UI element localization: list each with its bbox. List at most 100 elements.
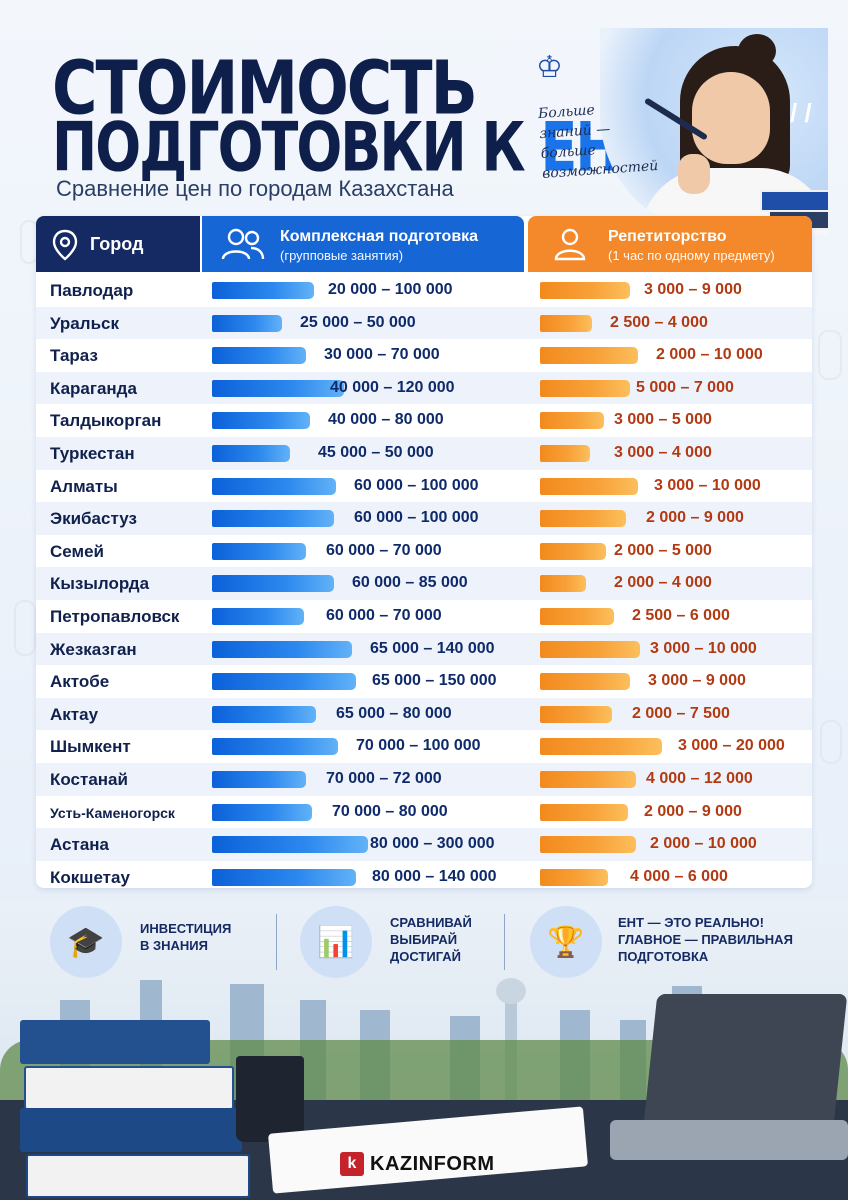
tutor-price: 3 000 – 10 000: [650, 639, 757, 657]
group-people-icon: [221, 228, 265, 260]
background-doodle: [818, 330, 842, 380]
laptop-shape: [642, 994, 848, 1134]
tutor-price-bar: [540, 477, 638, 495]
city-name: Шымкент: [50, 737, 131, 757]
tutor-price-bar: [540, 542, 606, 560]
city-name: Актобе: [50, 672, 110, 692]
group-price: 20 000 – 100 000: [328, 281, 453, 298]
table-row: Павлодар 20 000 – 100 000 3 000 – 9 000: [36, 274, 812, 307]
brand-name: KAZINFORM: [370, 1152, 495, 1175]
city-name: Туркестан: [50, 444, 135, 463]
info-line: ДОСТИГАЙ: [390, 949, 462, 964]
city-name: Уральск: [50, 313, 119, 333]
tutor-person-icon: [554, 228, 586, 261]
group-price-bar: [212, 379, 344, 397]
tutor-price: 2 000 – 5 000: [614, 541, 712, 559]
graduation-cap-icon: 🎓: [50, 906, 122, 978]
table-row: Талдыкорган 40 000 – 80 000 3 000 – 5 00…: [36, 404, 812, 437]
hair-bun-shape: [738, 34, 776, 68]
table-row: Актобе 65 000 – 150 000 3 000 – 9 000: [36, 665, 812, 698]
tutor-price: 2 500 – 6 000: [632, 607, 730, 624]
group-price: 70 000 – 72 000: [326, 770, 442, 787]
header-city-label: Город: [90, 234, 144, 254]
group-price: 25 000 – 50 000: [300, 313, 416, 331]
tutor-price: 5 000 – 7 000: [636, 378, 734, 396]
group-price-bar: [212, 314, 282, 332]
info-item-investment: 🎓 ИНВЕСТИЦИЯ В ЗНАНИЯ: [50, 900, 260, 984]
info-line: ГЛАВНОЕ — ПРАВИЛЬНАЯ: [618, 932, 793, 947]
table-row: Туркестан 45 000 – 50 000 3 000 – 4 000: [36, 437, 812, 470]
location-pin-icon: [52, 229, 78, 261]
info-line: ПОДГОТОВКА: [618, 949, 709, 964]
growth-chart-icon: 📊: [300, 906, 372, 978]
info-strip: 🎓 ИНВЕСТИЦИЯ В ЗНАНИЯ 📊 СРАВНИВАЙ ВЫБИРА…: [50, 900, 810, 984]
city-name: Тараз: [50, 346, 98, 366]
group-price-bar: [212, 608, 304, 625]
book-shape: [26, 1154, 250, 1198]
group-price-bar: [212, 705, 316, 723]
tutor-price-bar: [540, 575, 586, 593]
table-row: Семей 60 000 – 70 000 2 000 – 5 000: [36, 535, 812, 568]
table-row: Усть-Каменогорск 70 000 – 80 000 2 000 –…: [36, 796, 812, 829]
book-shape: [24, 1066, 234, 1110]
group-price: 65 000 – 150 000: [372, 672, 497, 690]
page-subtitle: Сравнение цен по городам Казахстана: [56, 176, 454, 201]
header-group: Комплексная подготовка (групповые заняти…: [202, 216, 524, 272]
group-price-bar: [212, 868, 356, 886]
tutor-price: 3 000 – 20 000: [678, 737, 785, 755]
tutor-price: 3 000 – 9 000: [648, 672, 746, 690]
header-tutor-subtitle: (1 час по одному предмету): [608, 248, 775, 263]
hand-shape: [678, 154, 710, 194]
price-table: Город Комплексная подготовка (групповые …: [36, 216, 812, 888]
tutor-price-bar: [540, 510, 626, 528]
tutor-price-bar: [540, 836, 636, 854]
tutor-price-bar: [540, 445, 590, 462]
tutor-price: 2 000 – 9 000: [644, 802, 742, 820]
info-text: ИНВЕСТИЦИЯ В ЗНАНИЯ: [140, 920, 231, 954]
divider: [504, 914, 505, 970]
tutor-price-bar: [540, 771, 636, 788]
tutor-price: 3 000 – 10 000: [654, 476, 761, 494]
group-price-bar: [212, 282, 314, 299]
tutor-price-bar: [540, 347, 638, 365]
group-price-bar: [212, 640, 352, 658]
table-row: Экибастуз 60 000 – 100 000 2 000 – 9 000: [36, 502, 812, 535]
group-price-bar: [212, 771, 306, 788]
tutor-price-bar: [540, 314, 592, 332]
group-price-bar: [212, 836, 368, 854]
table-row: Кокшетау 80 000 – 140 000 4 000 – 6 000: [36, 861, 812, 888]
tutor-price-bar: [540, 282, 630, 299]
city-name: Экибастуз: [50, 509, 137, 529]
group-price: 80 000 – 300 000: [370, 835, 495, 853]
motivation-slogan: Больше знаний — больше возможностей: [537, 96, 659, 184]
city-name: Петропавловск: [50, 607, 180, 626]
info-item-ent: 🏆 ЕНТ — ЭТО РЕАЛЬНО! ГЛАВНОЕ — ПРАВИЛЬНА…: [530, 900, 810, 984]
laptop-keyboard-shape: [610, 1120, 848, 1160]
tutor-price: 2 000 – 10 000: [650, 835, 757, 853]
tutor-price-bar: [540, 640, 640, 658]
tutor-price: 2 000 – 9 000: [646, 509, 744, 527]
group-price: 80 000 – 140 000: [372, 867, 497, 885]
tutor-price-bar: [540, 608, 614, 625]
city-name: Жезказган: [50, 639, 137, 659]
group-price: 45 000 – 50 000: [318, 444, 434, 461]
table-row: Уральск 25 000 – 50 000 2 500 – 4 000: [36, 306, 812, 340]
tutor-price-bar: [540, 673, 630, 691]
trophy-icon: 🏆: [530, 906, 602, 978]
city-name: Усть-Каменогорск: [50, 804, 175, 821]
group-price-bar: [212, 673, 356, 691]
title-text: ПОДГОТОВКИ К: [52, 108, 526, 187]
table-row: Актау 65 000 – 80 000 2 000 – 7 500: [36, 697, 812, 731]
tutor-price: 2 500 – 4 000: [610, 313, 708, 331]
city-name: Семей: [50, 541, 104, 561]
book-shape: [760, 190, 828, 212]
info-line: СРАВНИВАЙ: [390, 915, 472, 930]
header-group-subtitle: (групповые занятия): [280, 248, 404, 263]
group-price: 60 000 – 70 000: [326, 607, 442, 624]
group-price-bar: [212, 412, 310, 430]
city-name: Караганда: [50, 378, 137, 398]
background-doodle: [820, 720, 842, 764]
tutor-price-bar: [540, 868, 608, 886]
book-shape: [20, 1108, 242, 1152]
tutor-price: 2 000 – 4 000: [614, 574, 712, 592]
